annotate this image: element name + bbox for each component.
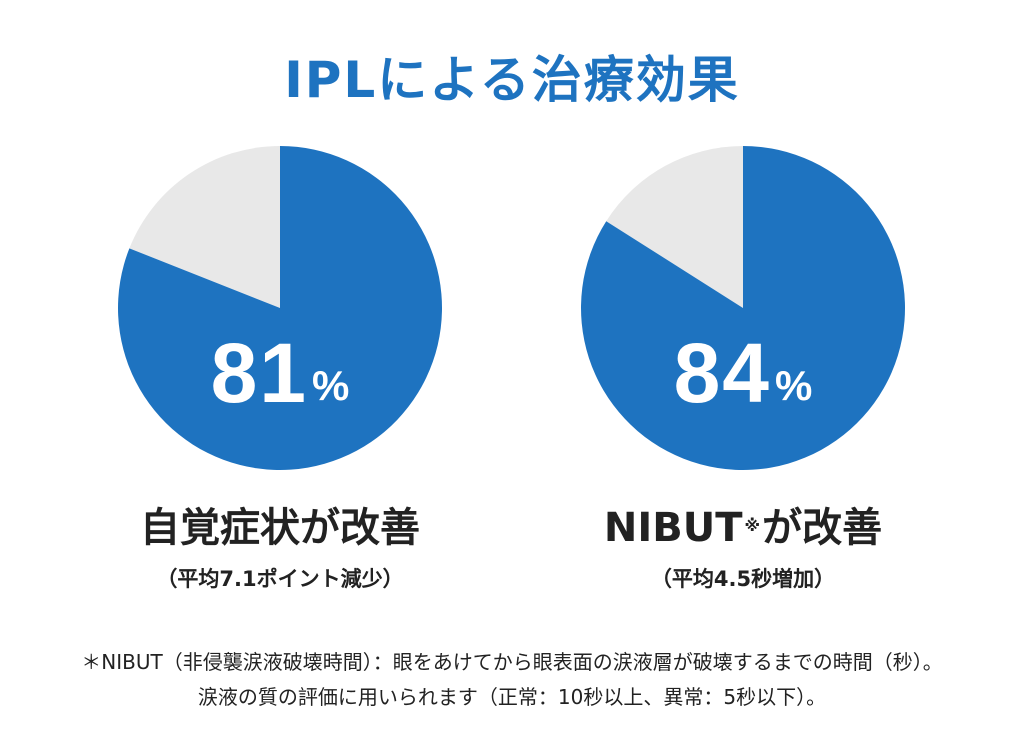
pie-chart-nibut: 84% bbox=[578, 143, 908, 473]
chart-title-symptoms: 自覚症状が改善 bbox=[140, 505, 420, 551]
pie-value-unit: % bbox=[312, 362, 350, 409]
footnote-line-1: ＊NIBUT（非侵襲涙液破壊時間）：眼をあけてから眼表面の涙液層が破壊するまでの… bbox=[81, 650, 943, 674]
chart-subtitle-nibut: （平均4.5秒増加） bbox=[650, 567, 836, 591]
pie-value-unit: % bbox=[775, 362, 813, 409]
footnote-mark: ※ bbox=[744, 516, 761, 535]
pie-slice-improved bbox=[118, 146, 443, 470]
pie-value-number: 84 bbox=[673, 326, 772, 420]
chart-title-nibut-main: NIBUT bbox=[603, 505, 743, 551]
pie-slice-improved bbox=[581, 146, 906, 470]
pie-svg-symptoms bbox=[118, 146, 443, 470]
chart-subtitle-symptoms: （平均7.1ポイント減少） bbox=[156, 567, 404, 591]
footnote-line-2: 涙液の質の評価に用いられます（正常：10秒以上、異常：5秒以下）。 bbox=[197, 685, 827, 709]
pie-value-label: 84% bbox=[578, 143, 908, 473]
pie-value-label: 81% bbox=[115, 143, 445, 473]
pie-value-number: 81 bbox=[210, 326, 309, 420]
chart-title-nibut-suffix: が改善 bbox=[762, 505, 883, 551]
chart-title-nibut: NIBUT ※が改善 bbox=[523, 503, 963, 553]
pie-svg-nibut bbox=[581, 146, 906, 470]
pie-chart-symptoms: 81% bbox=[115, 143, 445, 473]
page-title: IPLによる治療効果 bbox=[284, 51, 740, 109]
pie-slice-remainder bbox=[606, 146, 743, 308]
pie-slice-remainder bbox=[129, 146, 280, 308]
